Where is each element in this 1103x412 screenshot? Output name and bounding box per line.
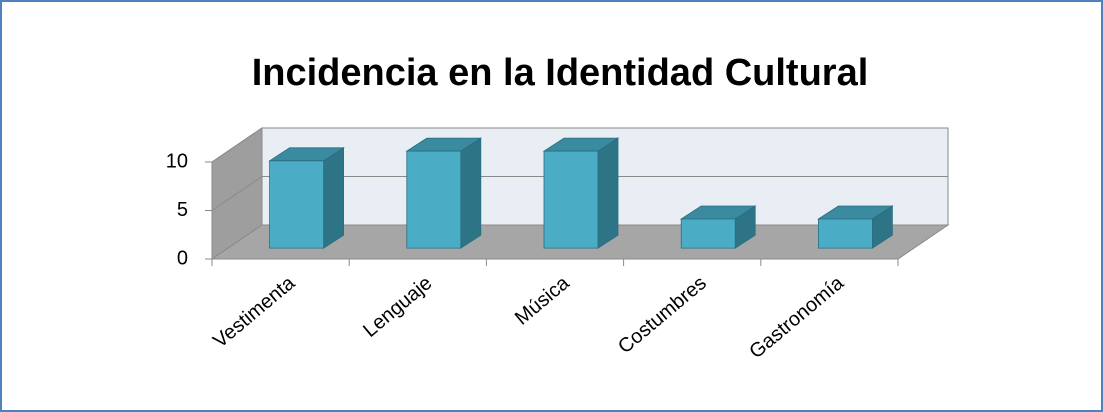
bar (542, 137, 620, 249)
chart-title: Incidencia en la Identidad Cultural (252, 52, 869, 94)
bar-front (680, 218, 736, 249)
y-tick-label: 5 (177, 199, 188, 221)
y-tick-label: 10 (166, 150, 188, 172)
bar-front (818, 218, 873, 249)
grid-line (211, 127, 948, 163)
bar (405, 137, 483, 249)
bar-side (597, 137, 619, 249)
grid-line (211, 176, 948, 211)
bar (268, 147, 345, 249)
bar (679, 205, 757, 249)
bar-front (406, 150, 462, 249)
bar-front (543, 150, 599, 249)
bar-side (323, 147, 345, 249)
y-tick-label: 0 (177, 247, 188, 269)
bar-front (269, 160, 325, 249)
bar-side (460, 137, 482, 249)
bar (817, 205, 894, 249)
